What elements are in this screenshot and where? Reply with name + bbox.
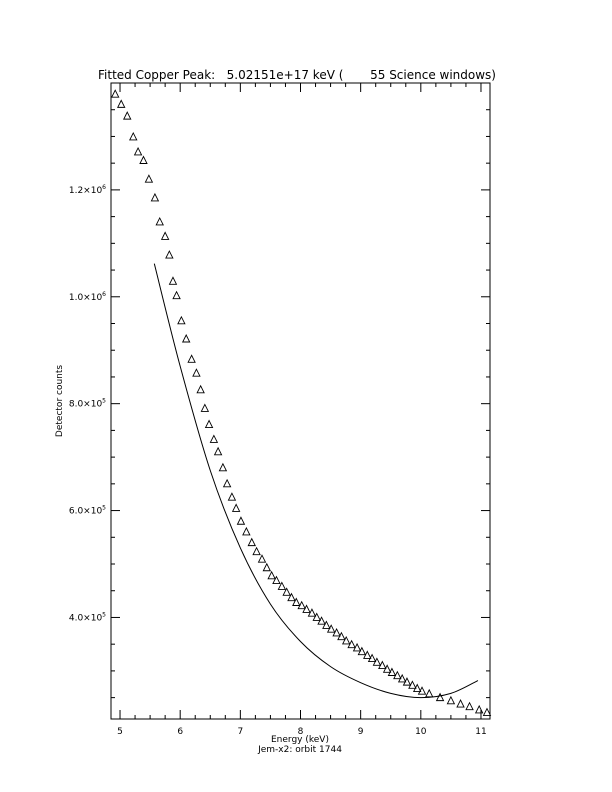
plot-frame (110, 82, 491, 720)
data-point-triangle (168, 276, 178, 285)
data-point-triangle (196, 384, 205, 394)
data-point-triangle (252, 546, 261, 556)
x-tick-label: 8 (298, 727, 304, 737)
data-point-triangle (242, 526, 251, 536)
data-point-triangle (133, 146, 143, 156)
data-point-triangle (116, 99, 126, 108)
y-tick-label: 4.0×105 (69, 611, 106, 623)
x-tick-label: 7 (237, 727, 243, 737)
y-tick-label: 1.2×106 (69, 184, 106, 196)
data-point-triangle (302, 604, 311, 613)
data-point-triangle (341, 635, 351, 645)
data-point-triangle (465, 701, 474, 711)
data-point-triangle (204, 419, 214, 428)
data-point-triangle (307, 608, 317, 617)
data-point-triangle (187, 354, 196, 363)
data-point-triangle (402, 677, 412, 686)
x-tick-labels: 5 6 7 8 9 10 11 (117, 727, 487, 737)
data-point-triangle (382, 664, 392, 673)
data-point-triangle (412, 683, 422, 692)
axis-ticks (111, 83, 490, 719)
data-point-triangle (139, 155, 148, 164)
x-tick-label: 9 (358, 727, 364, 737)
data-point-triangle (110, 89, 120, 98)
data-point-triangle (482, 707, 492, 717)
data-point-triangle (417, 686, 427, 695)
data-point-triangle (337, 631, 346, 641)
data-point-triangle (282, 587, 291, 596)
data-point-triangle (474, 704, 484, 714)
data-point-triangle (227, 492, 237, 501)
y-axis-label: Detector counts (55, 365, 65, 437)
data-point-triangle (277, 581, 287, 590)
data-point-triangle (236, 516, 246, 525)
data-point-triangle (160, 231, 170, 240)
chart-title: Fitted Copper Peak: 5.02151e+17 keV ( 55… (98, 68, 496, 82)
data-point-triangle (150, 192, 160, 202)
x-axis-label: Energy (keV) (271, 735, 329, 745)
data-point-triangle (347, 639, 356, 649)
data-point-triangle (213, 446, 223, 456)
data-point-triangle (218, 462, 228, 472)
x-tick-label: 10 (415, 727, 427, 737)
data-point-triangle (446, 695, 456, 705)
data-point-triangle (312, 612, 321, 621)
data-point-triangle (297, 600, 306, 610)
data-point-triangle (155, 216, 164, 226)
fit-curve-line (153, 263, 479, 699)
data-point-triangle (378, 660, 387, 670)
data-point-triangle (192, 368, 201, 377)
x-tick-label: 5 (117, 727, 123, 737)
data-point-triangle (408, 680, 417, 689)
data-point-triangle (262, 562, 272, 572)
data-point-triangle (322, 620, 331, 629)
data-point-triangle (326, 624, 336, 633)
data-point-triangle (272, 575, 281, 585)
data-point-triangle (393, 670, 402, 680)
data-point-triangle (129, 131, 138, 141)
data-point-triangle (367, 653, 377, 663)
y-tick-label: 1.0×106 (69, 291, 106, 303)
data-point-triangle (222, 478, 232, 488)
data-point-triangle (363, 650, 372, 659)
data-point-triangle (123, 111, 132, 120)
y-tick-label: 6.0×105 (69, 505, 106, 517)
data-point-triangle (352, 642, 362, 652)
data-point-triangle (456, 699, 465, 708)
data-point-triangle (181, 333, 191, 343)
data-point-triangle (267, 570, 276, 580)
data-point-triangle (372, 657, 382, 666)
data-point-triangle (292, 597, 301, 606)
x-tick-label: 6 (177, 727, 183, 737)
data-point-triangle (425, 688, 434, 698)
data-point-triangle (209, 434, 219, 443)
x-tick-label: 11 (475, 727, 486, 737)
data-point-triangle (287, 592, 296, 602)
data-point-triangle (165, 250, 174, 259)
data-point-triangle (332, 627, 341, 637)
data-point-triangle (231, 503, 241, 512)
data-point-triangle (172, 290, 181, 300)
data-point-triangle (177, 315, 186, 325)
data-point-triangle (387, 667, 397, 676)
data-point-triangle (397, 673, 407, 683)
data-point-triangle (357, 646, 367, 656)
chart-subtitle: Jem-x2: orbit 1744 (257, 745, 342, 755)
data-marks (110, 89, 492, 717)
data-point-triangle (257, 554, 267, 563)
y-tick-label: 8.0×105 (69, 398, 106, 410)
data-point-triangle (317, 616, 326, 625)
data-point-triangle (144, 174, 154, 183)
y-tick-labels: 4.0×105 6.0×105 8.0×105 1.0×106 1.2×106 (69, 184, 106, 624)
data-point-triangle (435, 692, 445, 702)
data-point-triangle (200, 403, 210, 412)
data-point-triangle (247, 537, 256, 547)
